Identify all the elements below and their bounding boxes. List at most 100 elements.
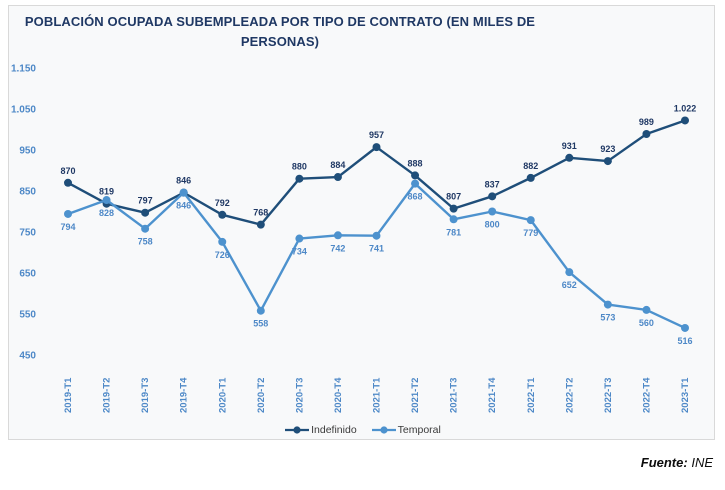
data-point-temporal — [526, 216, 535, 225]
data-point-temporal — [333, 231, 342, 240]
y-axis-tick-label: 650 — [19, 269, 36, 280]
y-axis-tick-label: 750 — [19, 228, 36, 239]
legend-item-temporal: Temporal — [371, 424, 441, 436]
chart-legend: Indefinido Temporal — [0, 421, 725, 439]
data-point-temporal — [449, 215, 458, 224]
data-label-temporal: 868 — [408, 192, 423, 202]
data-point-indefinido — [256, 220, 265, 229]
data-label-temporal: 734 — [292, 247, 307, 257]
y-axis-tick-label: 450 — [19, 351, 36, 362]
data-label-temporal: 741 — [369, 244, 384, 254]
data-point-indefinido — [372, 143, 381, 152]
data-label-indefinido: 884 — [330, 160, 345, 170]
y-axis-tick-label: 950 — [19, 146, 36, 157]
data-point-temporal — [218, 237, 227, 246]
legend-marker-indefinido — [285, 426, 310, 434]
data-label-temporal: 828 — [99, 208, 114, 218]
legend-label: Indefinido — [311, 424, 357, 436]
legend-item-indefinido: Indefinido — [284, 424, 357, 436]
data-point-indefinido — [603, 157, 612, 166]
x-axis-tick-label: 2019-T4 — [179, 377, 190, 413]
y-axis-tick-label: 850 — [19, 187, 36, 198]
data-label-temporal: 558 — [253, 319, 268, 329]
legend-marker-temporal — [371, 426, 396, 434]
data-point-indefinido — [526, 173, 535, 182]
x-axis-tick-label: 2019-T1 — [63, 377, 74, 413]
data-point-temporal — [565, 268, 574, 277]
data-point-temporal — [488, 207, 497, 216]
data-point-temporal — [372, 231, 381, 240]
data-label-indefinido: 880 — [292, 162, 307, 172]
data-label-indefinido: 957 — [369, 130, 384, 140]
data-label-indefinido: 1.022 — [674, 103, 697, 113]
x-axis-tick-label: 2020-T4 — [333, 377, 344, 413]
x-axis-tick-label: 2022-T2 — [564, 378, 575, 413]
data-label-indefinido: 837 — [485, 179, 500, 189]
data-point-temporal — [64, 209, 72, 218]
data-label-indefinido: 846 — [176, 176, 191, 186]
data-label-temporal: 781 — [446, 227, 461, 237]
data-point-temporal — [411, 179, 420, 188]
x-axis-tick-label: 2020-T3 — [294, 378, 305, 413]
data-label-indefinido: 888 — [408, 158, 423, 168]
x-axis-tick-label: 2019-T2 — [102, 378, 113, 413]
data-label-temporal: 779 — [523, 228, 538, 238]
data-point-indefinido — [333, 173, 342, 182]
data-label-temporal: 742 — [330, 243, 345, 253]
data-point-temporal — [295, 234, 304, 243]
source-note: Fuente: INE — [641, 455, 713, 470]
data-label-indefinido: 807 — [446, 192, 461, 202]
data-point-indefinido — [642, 130, 651, 139]
data-label-temporal: 560 — [639, 318, 654, 328]
data-label-indefinido: 768 — [253, 208, 268, 218]
data-label-indefinido: 931 — [562, 141, 577, 151]
data-label-temporal: 800 — [485, 220, 500, 230]
x-axis-tick-label: 2022-T3 — [603, 378, 614, 413]
data-point-indefinido — [681, 116, 689, 125]
data-point-indefinido — [64, 178, 72, 187]
chart-card — [8, 5, 715, 440]
data-point-indefinido — [411, 171, 420, 180]
x-axis-tick-label: 2021-T2 — [410, 378, 421, 413]
data-label-temporal: 794 — [60, 222, 75, 232]
data-label-temporal: 758 — [138, 237, 153, 247]
data-point-temporal — [681, 323, 689, 332]
x-axis-tick-label: 2020-T2 — [256, 378, 267, 413]
data-label-temporal: 846 — [176, 201, 191, 211]
x-axis-tick-label: 2022-T4 — [641, 377, 652, 413]
data-point-temporal — [603, 300, 612, 309]
data-point-temporal — [256, 306, 265, 315]
source-label: Fuente: — [640, 455, 688, 470]
data-point-indefinido — [295, 174, 304, 183]
x-axis-tick-label: 2020-T1 — [217, 377, 228, 413]
data-point-indefinido — [449, 204, 458, 213]
data-label-indefinido: 819 — [99, 187, 114, 197]
data-point-temporal — [102, 196, 111, 205]
data-label-temporal: 573 — [600, 313, 615, 323]
x-axis-tick-label: 2023-T1 — [680, 377, 691, 413]
source-value: INE — [691, 455, 713, 470]
legend-label: Temporal — [397, 424, 441, 436]
x-axis-tick-label: 2021-T1 — [372, 377, 383, 413]
data-label-indefinido: 797 — [138, 196, 153, 206]
x-axis-tick-label: 2019-T3 — [140, 378, 151, 413]
data-label-indefinido: 989 — [639, 117, 654, 127]
data-point-indefinido — [218, 210, 227, 219]
data-label-indefinido: 882 — [523, 161, 538, 171]
data-label-indefinido: 792 — [215, 198, 230, 208]
y-axis-tick-label: 1.050 — [11, 105, 36, 116]
y-axis-tick-label: 1.150 — [11, 64, 36, 75]
data-point-indefinido — [565, 153, 574, 162]
data-label-temporal: 726 — [215, 250, 230, 260]
chart-title: POBLACIÓN OCUPADA SUBEMPLEADA POR TIPO D… — [24, 14, 536, 49]
data-label-temporal: 652 — [562, 280, 577, 290]
data-point-indefinido — [141, 208, 150, 217]
data-point-temporal — [642, 305, 651, 314]
data-point-temporal — [179, 188, 188, 197]
data-label-temporal: 516 — [677, 336, 692, 346]
data-label-indefinido: 923 — [600, 144, 615, 154]
data-point-indefinido — [488, 192, 497, 201]
y-axis-tick-label: 550 — [19, 310, 36, 321]
data-label-indefinido: 870 — [60, 166, 75, 176]
line-chart: 450 550 650 750 850 950 1.050 1.150 2019-T1 2019-… — [11, 64, 697, 414]
